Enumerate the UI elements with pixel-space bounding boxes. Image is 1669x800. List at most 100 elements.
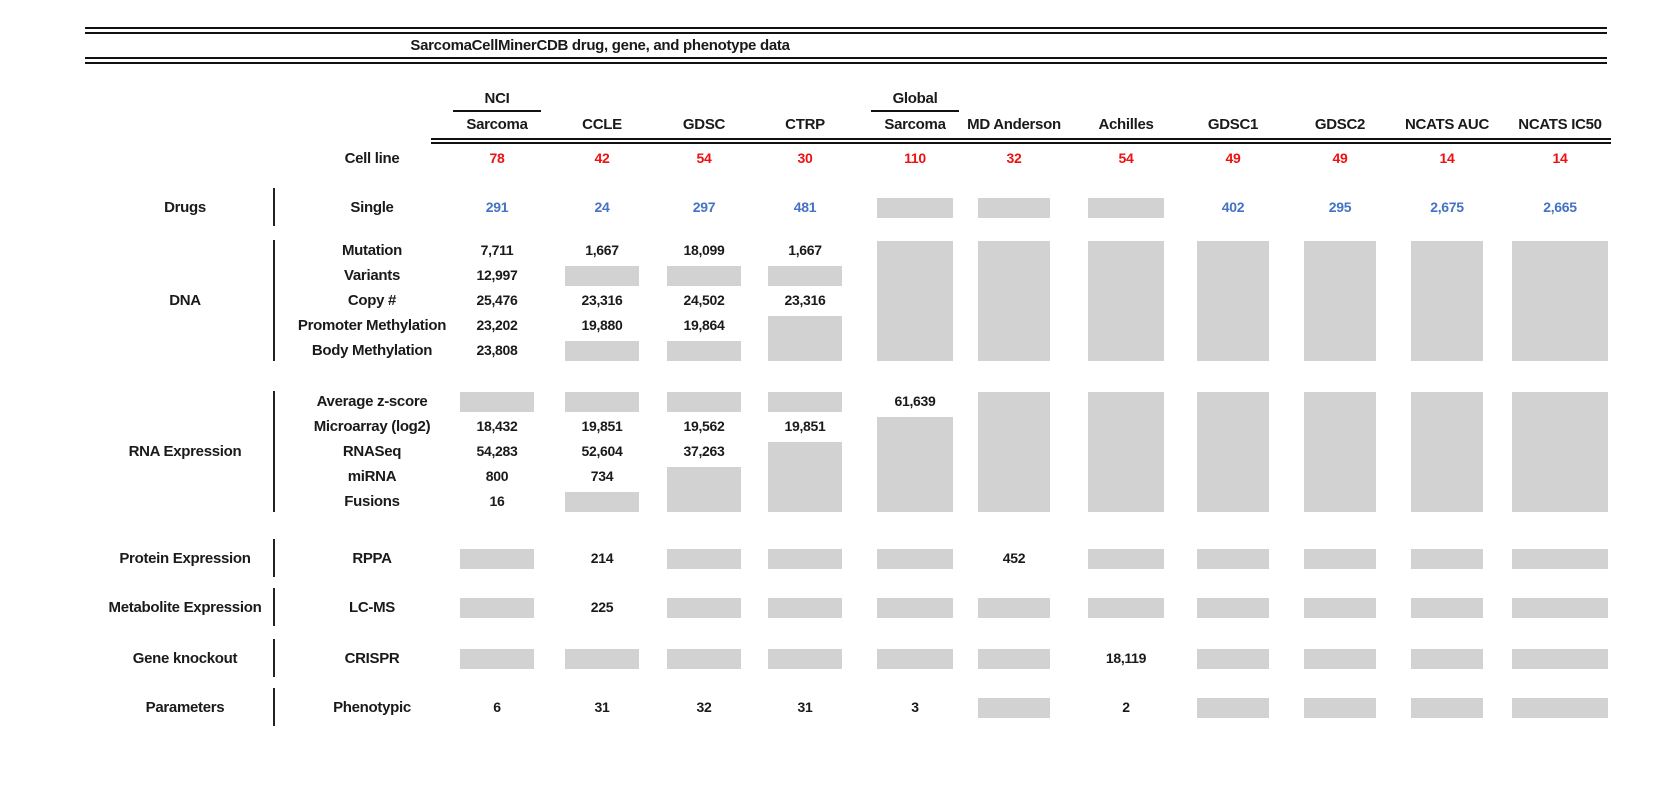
missing-data-box bbox=[667, 548, 741, 569]
data-value: 12,997 bbox=[476, 267, 518, 283]
missing-data-box bbox=[667, 597, 741, 618]
missing-data-box bbox=[460, 597, 534, 618]
missing-data-box bbox=[877, 197, 953, 218]
column-header: CCLE bbox=[582, 116, 622, 133]
data-value: 3 bbox=[911, 699, 919, 715]
missing-data-box bbox=[768, 548, 842, 569]
missing-data-box bbox=[565, 648, 639, 669]
data-value: 18,432 bbox=[476, 418, 518, 434]
data-value: 24 bbox=[594, 199, 610, 215]
row-label: Mutation bbox=[341, 242, 403, 259]
section-divider bbox=[273, 588, 275, 626]
column-top-underline bbox=[453, 110, 541, 112]
section-label: RNA Expression bbox=[128, 442, 242, 460]
data-value: 734 bbox=[590, 468, 614, 484]
column-header: MD Anderson bbox=[967, 116, 1061, 133]
missing-data-box bbox=[1088, 197, 1164, 218]
data-value: 31 bbox=[594, 699, 610, 715]
section-divider bbox=[273, 539, 275, 577]
data-value: 23,808 bbox=[476, 342, 518, 358]
row-label: RNASeq bbox=[342, 443, 402, 460]
missing-data-box bbox=[877, 648, 953, 669]
cell-line-row-label: Cell line bbox=[344, 150, 400, 167]
missing-data-box bbox=[1197, 391, 1269, 512]
data-value: 32 bbox=[696, 699, 712, 715]
data-value: 18,119 bbox=[1105, 650, 1147, 666]
missing-data-box bbox=[1512, 548, 1608, 569]
missing-data-box bbox=[1304, 548, 1376, 569]
missing-data-box bbox=[768, 441, 842, 512]
missing-data-box bbox=[877, 240, 953, 361]
missing-data-box bbox=[877, 416, 953, 512]
section-divider bbox=[273, 639, 275, 677]
row-label: miRNA bbox=[347, 468, 397, 485]
cell-line-count: 78 bbox=[489, 150, 505, 166]
missing-data-box bbox=[1304, 240, 1376, 361]
cell-line-count: 42 bbox=[594, 150, 610, 166]
data-value: 23,316 bbox=[784, 292, 826, 308]
missing-data-box bbox=[1512, 597, 1608, 618]
missing-data-box bbox=[565, 391, 639, 412]
data-value: 2,675 bbox=[1430, 199, 1464, 215]
missing-data-box bbox=[1304, 391, 1376, 512]
missing-data-box bbox=[1088, 597, 1164, 618]
missing-data-box bbox=[768, 597, 842, 618]
data-value: 52,604 bbox=[581, 443, 623, 459]
missing-data-box bbox=[667, 648, 741, 669]
row-label: RPPA bbox=[352, 550, 392, 567]
data-value: 54,283 bbox=[476, 443, 518, 459]
row-label: Variants bbox=[344, 267, 400, 284]
missing-data-box bbox=[1411, 391, 1483, 512]
column-header: Sarcoma bbox=[884, 116, 946, 133]
missing-data-box bbox=[1304, 697, 1376, 718]
row-label: Microarray (log2) bbox=[313, 418, 431, 435]
figure-title: SarcomaCellMinerCDB drug, gene, and phen… bbox=[410, 37, 790, 54]
column-header: CTRP bbox=[785, 116, 825, 133]
missing-data-box bbox=[565, 491, 639, 512]
data-value: 16 bbox=[489, 493, 505, 509]
title-top-rule bbox=[85, 27, 1607, 34]
data-value: 23,316 bbox=[581, 292, 623, 308]
data-value: 2,665 bbox=[1543, 199, 1577, 215]
missing-data-box bbox=[667, 340, 741, 361]
missing-data-box bbox=[978, 648, 1050, 669]
missing-data-box bbox=[1197, 697, 1269, 718]
row-label: Phenotypic bbox=[333, 699, 411, 716]
row-label: Body Methylation bbox=[311, 342, 433, 359]
missing-data-box bbox=[1197, 597, 1269, 618]
data-value: 481 bbox=[793, 199, 817, 215]
missing-data-box bbox=[768, 265, 842, 286]
missing-data-box bbox=[978, 240, 1050, 361]
data-value: 7,711 bbox=[480, 242, 514, 258]
row-label: Fusions bbox=[344, 493, 400, 510]
data-value: 297 bbox=[692, 199, 716, 215]
column-header: GDSC1 bbox=[1207, 116, 1259, 133]
data-value: 19,851 bbox=[581, 418, 623, 434]
missing-data-box bbox=[1411, 240, 1483, 361]
column-top-underline bbox=[871, 110, 959, 112]
row-label: CRISPR bbox=[344, 650, 400, 667]
missing-data-box bbox=[1197, 648, 1269, 669]
cell-line-count: 30 bbox=[797, 150, 813, 166]
missing-data-box bbox=[1088, 240, 1164, 361]
section-label: Metabolite Expression bbox=[108, 598, 262, 616]
missing-data-box bbox=[768, 391, 842, 412]
missing-data-box bbox=[460, 548, 534, 569]
missing-data-box bbox=[1197, 240, 1269, 361]
data-value: 1,667 bbox=[788, 242, 822, 258]
data-value: 19,864 bbox=[683, 317, 725, 333]
data-value: 225 bbox=[590, 599, 614, 615]
column-header: GDSC bbox=[682, 116, 726, 133]
missing-data-box bbox=[460, 648, 534, 669]
missing-data-box bbox=[1411, 597, 1483, 618]
missing-data-box bbox=[1304, 648, 1376, 669]
missing-data-box bbox=[667, 265, 741, 286]
section-label: Drugs bbox=[164, 198, 206, 216]
missing-data-box bbox=[978, 597, 1050, 618]
data-value: 6 bbox=[493, 699, 501, 715]
missing-data-box bbox=[565, 265, 639, 286]
section-divider bbox=[273, 240, 275, 361]
missing-data-box bbox=[1411, 548, 1483, 569]
missing-data-box bbox=[1512, 697, 1608, 718]
